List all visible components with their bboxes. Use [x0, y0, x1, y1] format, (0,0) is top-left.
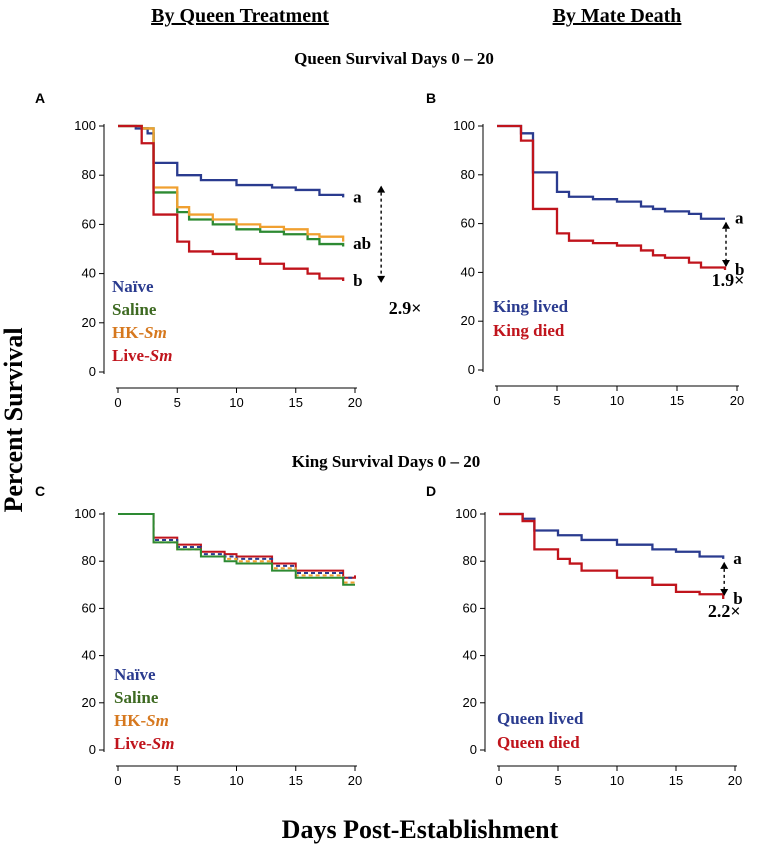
y-tick-label: 80	[463, 553, 477, 568]
y-tick-label: 0	[468, 362, 475, 377]
y-tick-label: 100	[455, 506, 477, 521]
y-tick-label: 100	[74, 506, 96, 521]
y-tick-label: 60	[82, 216, 96, 231]
panel-c: C 0 20 40 60 80 100 0 5 10 15 20 Naïve Saline HK-Sm Liv…	[35, 483, 362, 788]
x-tick-label: 20	[728, 773, 742, 788]
significance-label: b	[735, 260, 744, 279]
legend-entry: Naïve	[112, 277, 154, 296]
x-tick-label: 15	[669, 773, 683, 788]
series-line-queen-died	[499, 512, 725, 599]
arrow-head-down	[720, 588, 729, 596]
legend-entry: HK-Sm	[112, 323, 167, 342]
significance-label: b	[733, 589, 742, 608]
legend-entry: Live-Sm	[114, 734, 174, 753]
x-axis-title: Days Post-Establishment	[282, 815, 559, 844]
fold-change-label: 1.9×	[712, 270, 745, 290]
series-line-live-sm	[118, 124, 345, 281]
legend-entry: Saline	[112, 300, 157, 319]
x-tick-label: 15	[289, 773, 303, 788]
y-tick-label: 40	[82, 266, 96, 281]
series-line-queen-lived	[499, 512, 725, 559]
panel-b: B 0 20 40 60 80 100 0 5 10 15 20 a b1.9× King lived Kin…	[426, 90, 744, 408]
y-tick-label: 40	[461, 264, 475, 279]
fold-change-label: 2.2×	[708, 601, 741, 621]
king-section-title: King Survival Days 0 – 20	[292, 452, 480, 471]
series-line-na-ve	[118, 124, 345, 198]
fold-change-label: 2.9×	[389, 298, 422, 318]
queen-section-title: Queen Survival Days 0 – 20	[294, 49, 494, 68]
legend-entry: HK-Sm	[114, 711, 169, 730]
arrow-head-up	[720, 561, 729, 569]
x-tick-label: 15	[289, 395, 303, 410]
x-tick-label: 10	[229, 773, 243, 788]
x-tick-label: 0	[493, 393, 500, 408]
y-axis-title: Percent Survival	[0, 327, 28, 512]
x-tick-label: 0	[495, 773, 502, 788]
panel-letter: D	[426, 483, 436, 499]
legend-entry: Saline	[114, 688, 159, 707]
column-header-left: By Queen Treatment	[151, 5, 329, 27]
y-tick-label: 60	[82, 600, 96, 615]
y-tick-label: 80	[461, 167, 475, 182]
arrow-head-down	[377, 275, 386, 283]
significance-label: a	[735, 209, 744, 228]
y-tick-label: 60	[463, 600, 477, 615]
legend-entry: King died	[493, 321, 565, 340]
legend-entry: King lived	[493, 297, 569, 316]
x-tick-label: 0	[114, 395, 121, 410]
y-tick-label: 20	[82, 695, 96, 710]
series-line-saline	[118, 513, 355, 586]
arrow-head-up	[377, 185, 386, 193]
series-line-king-died	[497, 124, 727, 270]
y-tick-label: 20	[82, 315, 96, 330]
significance-label: a	[733, 549, 742, 568]
legend-entry: Naïve	[114, 665, 156, 684]
series-line-na-ve	[118, 513, 355, 579]
panel-letter: A	[35, 90, 45, 106]
y-tick-label: 100	[74, 118, 96, 133]
significance-label: b	[353, 271, 362, 290]
y-tick-label: 0	[470, 742, 477, 757]
y-tick-label: 0	[89, 742, 96, 757]
panel-d: D 0 20 40 60 80 100 0 5 10 15 20 a b2.2× Queen lived Qu…	[426, 483, 743, 788]
y-tick-label: 20	[461, 313, 475, 328]
x-tick-label: 20	[348, 395, 362, 410]
x-tick-label: 10	[610, 393, 624, 408]
y-tick-label: 20	[463, 695, 477, 710]
x-tick-label: 5	[174, 773, 181, 788]
panel-letter: B	[426, 90, 436, 106]
y-tick-label: 40	[463, 648, 477, 663]
x-tick-label: 10	[610, 773, 624, 788]
significance-label: a	[353, 187, 362, 206]
legend-entry: Queen lived	[497, 709, 584, 728]
y-tick-label: 80	[82, 553, 96, 568]
x-tick-label: 5	[174, 395, 181, 410]
x-tick-label: 20	[730, 393, 744, 408]
panel-a: A 0 20 40 60 80 100 0 5 10 15 20 a ab b 2.9× Naïve Saline…	[35, 90, 422, 410]
legend-entry: Queen died	[497, 733, 580, 752]
column-header-right: By Mate Death	[553, 5, 682, 27]
y-tick-label: 0	[89, 364, 96, 379]
x-tick-label: 10	[229, 395, 243, 410]
panel-letter: C	[35, 483, 45, 499]
y-tick-label: 100	[453, 118, 475, 133]
significance-label: ab	[353, 234, 371, 253]
x-tick-label: 5	[553, 393, 560, 408]
x-tick-label: 0	[114, 773, 121, 788]
x-tick-label: 20	[348, 773, 362, 788]
arrow-head-up	[722, 221, 730, 229]
legend-entry: Live-Sm	[112, 346, 172, 365]
x-tick-label: 5	[554, 773, 561, 788]
y-tick-label: 40	[82, 648, 96, 663]
arrow-head-down	[722, 259, 730, 267]
y-tick-label: 60	[461, 216, 475, 231]
x-tick-label: 15	[670, 393, 684, 408]
series-line-live-sm	[118, 513, 356, 579]
y-tick-label: 80	[82, 167, 96, 182]
